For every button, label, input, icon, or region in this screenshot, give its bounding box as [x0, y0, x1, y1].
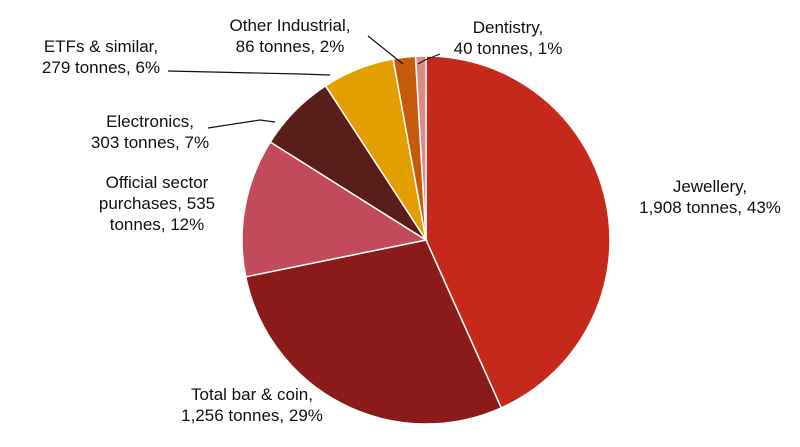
- label-line: 303 tonnes, 7%: [91, 133, 209, 152]
- label-other-industrial: Other Industrial, 86 tonnes, 2%: [230, 16, 351, 56]
- label-line: Jewellery,: [673, 177, 747, 196]
- slice-jewellery: [425, 55, 611, 409]
- label-line: tonnes, 12%: [110, 215, 205, 234]
- label-electronics: Electronics, 303 tonnes, 7%: [91, 112, 209, 152]
- label-line: Total bar & coin,: [191, 385, 313, 404]
- leader-line-dentistry: [417, 53, 441, 65]
- label-line: purchases, 535: [99, 194, 215, 213]
- label-jewellery: Jewellery, 1,908 tonnes, 43%: [639, 177, 781, 217]
- label-line: Other Industrial,: [230, 16, 351, 35]
- label-line: 279 tonnes, 6%: [42, 58, 160, 77]
- slice-dentistry: [414, 55, 427, 241]
- label-line: 1,908 tonnes, 43%: [639, 198, 781, 217]
- label-total-bar-and-coin: Total bar & coin, 1,256 tonnes, 29%: [181, 385, 323, 425]
- label-line: ETFs & similar,: [44, 37, 158, 56]
- label-etfs-and-similar: ETFs & similar, 279 tonnes, 6%: [42, 37, 160, 77]
- leader-line-etfs-and-similar: [167, 70, 331, 76]
- leader-line-other-industrial: [367, 35, 404, 65]
- label-line: 40 tonnes, 1%: [454, 39, 563, 58]
- label-line: Official sector: [106, 173, 209, 192]
- slice-official-sector-purchases: [241, 141, 428, 278]
- label-line: Dentistry,: [473, 18, 544, 37]
- label-dentistry: Dentistry, 40 tonnes, 1%: [454, 18, 563, 58]
- leader-lines: [167, 35, 441, 129]
- label-line: 1,256 tonnes, 29%: [181, 406, 323, 425]
- pie-slices: [241, 55, 611, 425]
- leader-line-electronics: [207, 119, 276, 129]
- label-line: Electronics,: [106, 112, 194, 131]
- label-official-sector-purchases: Official sector purchases, 535 tonnes, 12%: [99, 173, 215, 234]
- slice-total-bar-and-coin: [244, 239, 503, 425]
- slice-labels: Jewellery, 1,908 tonnes, 43% Total bar & c…: [42, 16, 781, 425]
- label-line: 86 tonnes, 2%: [236, 37, 345, 56]
